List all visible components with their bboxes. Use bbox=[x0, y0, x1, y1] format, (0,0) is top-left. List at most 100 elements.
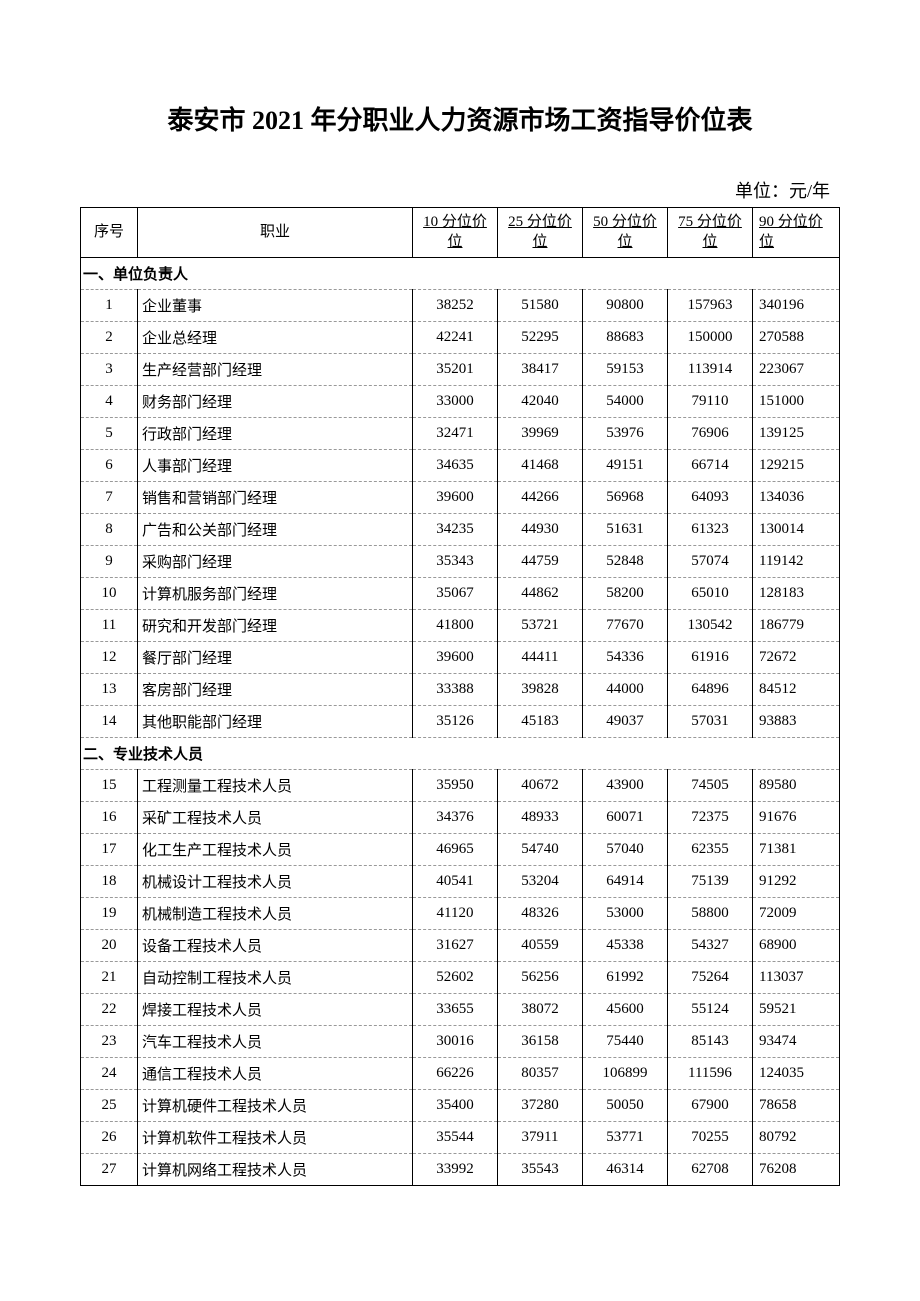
cell-p75: 55124 bbox=[668, 994, 753, 1026]
cell-seq: 17 bbox=[81, 834, 138, 866]
unit-label: 单位：元/年 bbox=[80, 177, 840, 203]
cell-p75: 72375 bbox=[668, 802, 753, 834]
cell-p25: 41468 bbox=[498, 450, 583, 482]
cell-seq: 26 bbox=[81, 1122, 138, 1154]
cell-p50: 49151 bbox=[583, 450, 668, 482]
cell-p75: 75264 bbox=[668, 962, 753, 994]
cell-p25: 38072 bbox=[498, 994, 583, 1026]
cell-p75: 130542 bbox=[668, 610, 753, 642]
cell-p90: 129215 bbox=[753, 450, 840, 482]
cell-seq: 14 bbox=[81, 706, 138, 738]
cell-seq: 6 bbox=[81, 450, 138, 482]
cell-job: 计算机服务部门经理 bbox=[138, 578, 413, 610]
cell-p90: 93474 bbox=[753, 1026, 840, 1058]
cell-p50: 43900 bbox=[583, 770, 668, 802]
cell-p75: 74505 bbox=[668, 770, 753, 802]
cell-p10: 41120 bbox=[413, 898, 498, 930]
cell-job: 自动控制工程技术人员 bbox=[138, 962, 413, 994]
cell-p25: 48933 bbox=[498, 802, 583, 834]
table-row: 20设备工程技术人员3162740559453385432768900 bbox=[81, 930, 840, 962]
table-row: 22焊接工程技术人员3365538072456005512459521 bbox=[81, 994, 840, 1026]
cell-seq: 13 bbox=[81, 674, 138, 706]
cell-seq: 20 bbox=[81, 930, 138, 962]
cell-p50: 52848 bbox=[583, 546, 668, 578]
cell-job: 餐厅部门经理 bbox=[138, 642, 413, 674]
cell-seq: 22 bbox=[81, 994, 138, 1026]
cell-p75: 61323 bbox=[668, 514, 753, 546]
cell-p25: 36158 bbox=[498, 1026, 583, 1058]
cell-p50: 50050 bbox=[583, 1090, 668, 1122]
header-job: 职业 bbox=[138, 208, 413, 258]
table-row: 7销售和营销部门经理39600442665696864093134036 bbox=[81, 482, 840, 514]
cell-p25: 40672 bbox=[498, 770, 583, 802]
cell-p10: 34635 bbox=[413, 450, 498, 482]
table-row: 9采购部门经理35343447595284857074119142 bbox=[81, 546, 840, 578]
table-row: 5行政部门经理32471399695397676906139125 bbox=[81, 418, 840, 450]
cell-p25: 54740 bbox=[498, 834, 583, 866]
cell-p90: 223067 bbox=[753, 354, 840, 386]
cell-p50: 106899 bbox=[583, 1058, 668, 1090]
section-label: 二、专业技术人员 bbox=[81, 738, 840, 770]
cell-p10: 30016 bbox=[413, 1026, 498, 1058]
section-header: 二、专业技术人员 bbox=[81, 738, 840, 770]
table-row: 2企业总经理422415229588683150000270588 bbox=[81, 322, 840, 354]
table-row: 26计算机软件工程技术人员3554437911537717025580792 bbox=[81, 1122, 840, 1154]
cell-job: 工程测量工程技术人员 bbox=[138, 770, 413, 802]
table-row: 15工程测量工程技术人员3595040672439007450589580 bbox=[81, 770, 840, 802]
cell-job: 人事部门经理 bbox=[138, 450, 413, 482]
cell-job: 其他职能部门经理 bbox=[138, 706, 413, 738]
cell-p50: 75440 bbox=[583, 1026, 668, 1058]
cell-p10: 35067 bbox=[413, 578, 498, 610]
cell-p75: 57031 bbox=[668, 706, 753, 738]
table-row: 4财务部门经理33000420405400079110151000 bbox=[81, 386, 840, 418]
cell-p25: 39969 bbox=[498, 418, 583, 450]
cell-p75: 62355 bbox=[668, 834, 753, 866]
cell-p25: 44266 bbox=[498, 482, 583, 514]
cell-p90: 78658 bbox=[753, 1090, 840, 1122]
cell-p90: 134036 bbox=[753, 482, 840, 514]
cell-p10: 33992 bbox=[413, 1154, 498, 1186]
table-row: 3生产经营部门经理352013841759153113914223067 bbox=[81, 354, 840, 386]
table-row: 6人事部门经理34635414684915166714129215 bbox=[81, 450, 840, 482]
table-row: 18机械设计工程技术人员4054153204649147513991292 bbox=[81, 866, 840, 898]
cell-p75: 85143 bbox=[668, 1026, 753, 1058]
cell-p10: 41800 bbox=[413, 610, 498, 642]
cell-p25: 80357 bbox=[498, 1058, 583, 1090]
table-row: 21自动控制工程技术人员52602562566199275264113037 bbox=[81, 962, 840, 994]
cell-seq: 3 bbox=[81, 354, 138, 386]
cell-p50: 53976 bbox=[583, 418, 668, 450]
table-row: 11研究和开发部门经理418005372177670130542186779 bbox=[81, 610, 840, 642]
cell-job: 生产经营部门经理 bbox=[138, 354, 413, 386]
cell-p50: 57040 bbox=[583, 834, 668, 866]
section-header: 一、单位负责人 bbox=[81, 258, 840, 290]
cell-p75: 58800 bbox=[668, 898, 753, 930]
cell-seq: 19 bbox=[81, 898, 138, 930]
cell-seq: 10 bbox=[81, 578, 138, 610]
header-p75: 75 分位价位 bbox=[668, 208, 753, 258]
cell-p75: 57074 bbox=[668, 546, 753, 578]
cell-p75: 157963 bbox=[668, 290, 753, 322]
cell-p75: 61916 bbox=[668, 642, 753, 674]
cell-job: 机械制造工程技术人员 bbox=[138, 898, 413, 930]
cell-seq: 1 bbox=[81, 290, 138, 322]
cell-p10: 33000 bbox=[413, 386, 498, 418]
cell-p10: 38252 bbox=[413, 290, 498, 322]
cell-p25: 44411 bbox=[498, 642, 583, 674]
cell-p50: 58200 bbox=[583, 578, 668, 610]
table-row: 10计算机服务部门经理35067448625820065010128183 bbox=[81, 578, 840, 610]
cell-p90: 76208 bbox=[753, 1154, 840, 1186]
table-row: 27计算机网络工程技术人员3399235543463146270876208 bbox=[81, 1154, 840, 1186]
cell-p90: 72672 bbox=[753, 642, 840, 674]
header-p50: 50 分位价位 bbox=[583, 208, 668, 258]
cell-job: 机械设计工程技术人员 bbox=[138, 866, 413, 898]
cell-p90: 139125 bbox=[753, 418, 840, 450]
table-row: 13客房部门经理3338839828440006489684512 bbox=[81, 674, 840, 706]
cell-job: 财务部门经理 bbox=[138, 386, 413, 418]
cell-p10: 35201 bbox=[413, 354, 498, 386]
cell-p75: 75139 bbox=[668, 866, 753, 898]
cell-p90: 340196 bbox=[753, 290, 840, 322]
cell-p90: 270588 bbox=[753, 322, 840, 354]
cell-p90: 124035 bbox=[753, 1058, 840, 1090]
cell-p10: 35343 bbox=[413, 546, 498, 578]
table-row: 19机械制造工程技术人员4112048326530005880072009 bbox=[81, 898, 840, 930]
